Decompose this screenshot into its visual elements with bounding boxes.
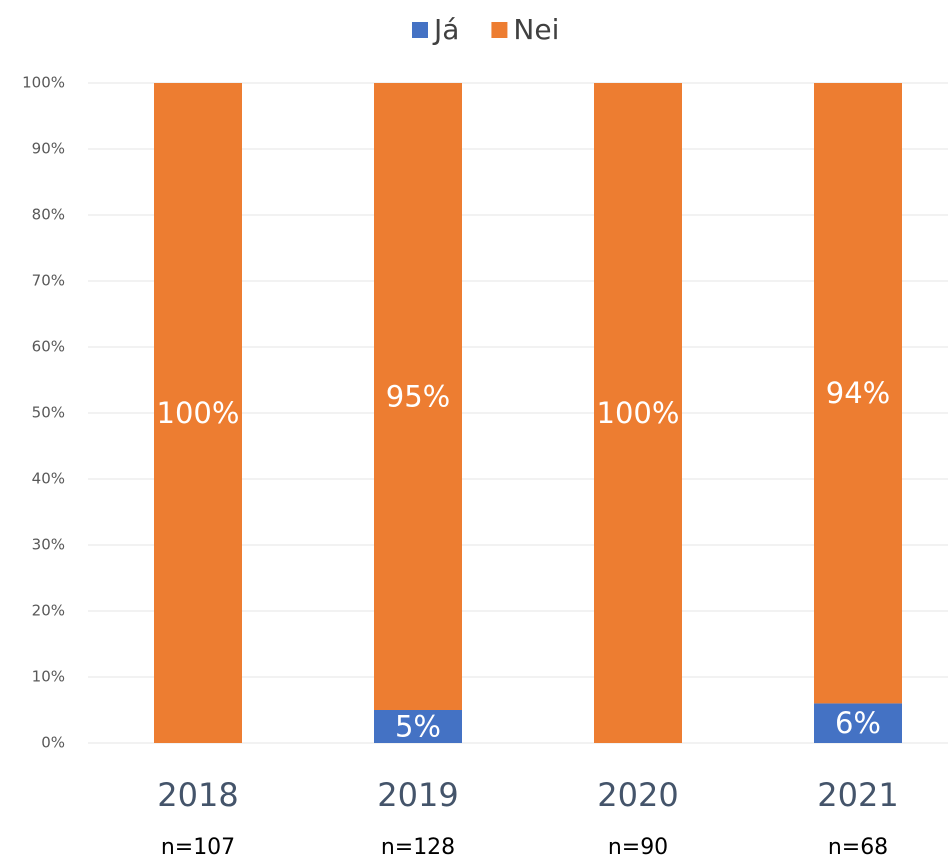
category-note: n=128 bbox=[381, 835, 455, 859]
x-tick-label: 2020 bbox=[597, 776, 678, 814]
legend-label: Já bbox=[432, 13, 459, 46]
legend-label: Nei bbox=[513, 13, 559, 46]
y-tick-label: 50% bbox=[32, 404, 65, 422]
data-label: 94% bbox=[826, 376, 890, 410]
category-note: n=90 bbox=[608, 835, 668, 859]
data-label: 100% bbox=[597, 396, 680, 430]
data-label: 100% bbox=[157, 396, 240, 430]
x-tick-label: 2019 bbox=[377, 776, 458, 814]
y-tick-label: 70% bbox=[32, 272, 65, 290]
legend-swatch bbox=[412, 22, 428, 38]
bar-segment bbox=[814, 703, 902, 743]
bar-segment bbox=[154, 83, 242, 743]
x-tick-label: 2018 bbox=[157, 776, 238, 814]
category-note: n=107 bbox=[161, 835, 235, 859]
bar-segment bbox=[374, 83, 462, 710]
bar-segment bbox=[594, 83, 682, 743]
y-tick-label: 10% bbox=[32, 668, 65, 686]
y-tick-label: 20% bbox=[32, 602, 65, 620]
y-tick-label: 60% bbox=[32, 338, 65, 356]
y-tick-label: 80% bbox=[32, 206, 65, 224]
y-tick-label: 40% bbox=[32, 470, 65, 488]
x-tick-label: 2021 bbox=[817, 776, 898, 814]
bar-segment bbox=[374, 710, 462, 743]
data-label: 5% bbox=[395, 710, 441, 744]
data-label: 95% bbox=[386, 380, 450, 414]
y-tick-label: 0% bbox=[41, 734, 65, 752]
y-tick-label: 100% bbox=[22, 74, 65, 92]
bar-segment bbox=[814, 83, 902, 704]
data-label: 6% bbox=[835, 706, 881, 740]
y-tick-label: 30% bbox=[32, 536, 65, 554]
legend-swatch bbox=[491, 22, 508, 38]
category-note: n=68 bbox=[828, 835, 888, 859]
y-tick-label: 90% bbox=[32, 140, 65, 158]
